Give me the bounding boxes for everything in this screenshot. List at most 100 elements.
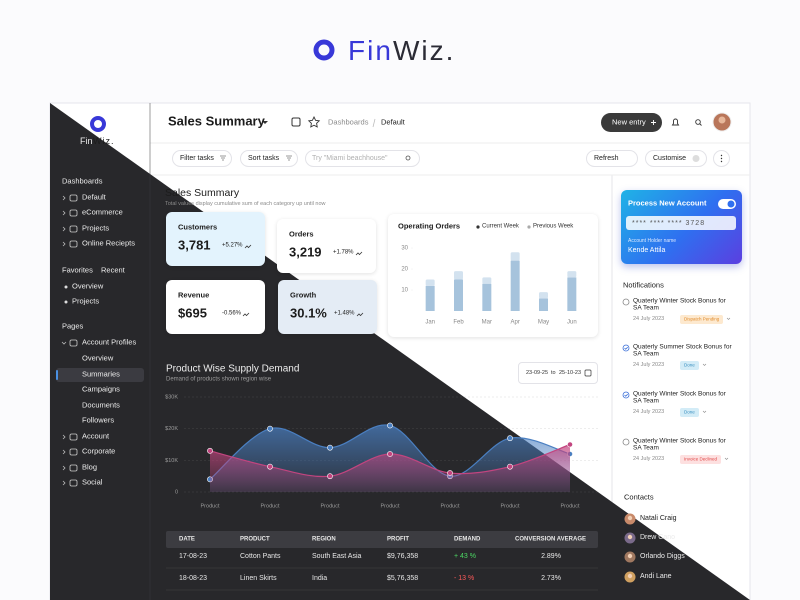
nav-item[interactable]: Default xyxy=(82,192,106,202)
nav-item[interactable]: Blog xyxy=(82,462,98,472)
notification-status: Dispatch Pending xyxy=(684,316,720,322)
notification-title: Quaterly Summer Stock Bonus for SA Team xyxy=(633,343,732,358)
data-point xyxy=(207,447,213,454)
new-entry-label[interactable]: New entry xyxy=(612,117,646,127)
brand-first: Fin xyxy=(348,34,393,66)
nav-child[interactable]: Summaries xyxy=(82,369,120,379)
nav-child[interactable]: Campaigns xyxy=(82,384,120,394)
nav-item[interactable]: Projects xyxy=(72,296,100,306)
nav-item[interactable]: Social xyxy=(82,477,103,487)
star-icon xyxy=(307,115,321,128)
notification-title: Quaterly Winter Stock Bonus for SA Team xyxy=(633,297,726,312)
new-entry-button[interactable] xyxy=(601,113,662,132)
x-tick-label: Product xyxy=(561,503,580,509)
x-tick-label: Jun xyxy=(567,320,577,326)
kpi-label: Growth xyxy=(290,290,317,300)
bar xyxy=(425,279,435,286)
customise-toggle xyxy=(692,155,700,162)
table-cell: - 13 % xyxy=(454,574,475,582)
kpi-change: +1.48% xyxy=(334,310,355,317)
table-cell: 2.73% xyxy=(541,574,561,582)
kpi-change: +5.27% xyxy=(222,242,243,249)
contact-name[interactable]: Orlando Diggs xyxy=(640,552,685,560)
section-title: Dashboards xyxy=(62,176,103,186)
title-caret xyxy=(262,121,268,124)
contact-name[interactable]: Andi Lane xyxy=(640,572,672,580)
trend-icon xyxy=(356,312,364,317)
section-title: Pages xyxy=(62,321,84,331)
nav-item[interactable]: Projects xyxy=(82,223,110,233)
contact-avatar-face xyxy=(627,553,633,559)
chart-title: Operating Orders xyxy=(398,221,461,231)
search-placeholder[interactable]: Try "Miami beachhouse" xyxy=(312,154,388,162)
bar xyxy=(567,277,577,311)
customise-button[interactable] xyxy=(645,150,707,167)
table-cell: $9,76,358 xyxy=(387,552,419,560)
nav-icon xyxy=(69,225,78,233)
nav-child[interactable]: Documents xyxy=(82,400,120,410)
breadcrumb-sep: Default xyxy=(381,117,405,127)
breadcrumb[interactable]: Dashboards xyxy=(328,117,369,127)
more-dot xyxy=(720,157,723,160)
sort-button-label[interactable]: Sort tasks xyxy=(248,154,280,162)
kpi-change: -0.56% xyxy=(222,310,242,317)
bar xyxy=(482,283,492,311)
header-title: Sales Summary xyxy=(168,113,265,129)
trend-icon xyxy=(244,244,252,249)
status-icon xyxy=(622,298,630,306)
table-header-cell: DEMAND xyxy=(454,536,481,543)
customise-button-label[interactable]: Customise xyxy=(653,154,687,162)
table-cell: 2.89% xyxy=(541,552,561,560)
status-pill xyxy=(680,314,723,324)
table-header xyxy=(166,531,598,548)
bar xyxy=(454,271,463,280)
y-tick-label: 20 xyxy=(401,267,408,273)
user-avatar-face xyxy=(718,116,726,124)
nav-item[interactable]: Overview xyxy=(72,281,104,291)
notification-status: Done xyxy=(684,362,695,368)
card-holder-label: Account Holder name xyxy=(628,238,677,245)
filter-button-label[interactable]: Filter tasks xyxy=(180,154,214,162)
contact-name[interactable]: Natali Craig xyxy=(640,514,677,522)
sidebar-logo-first: Fin xyxy=(80,135,93,146)
nav-selected-accent xyxy=(56,370,58,380)
nav-item[interactable]: eCommerce xyxy=(82,207,123,217)
contact-name[interactable]: Drew Cano xyxy=(640,533,676,541)
table-header-cell: REGION xyxy=(312,536,336,543)
nav-item[interactable]: Account xyxy=(82,431,110,441)
x-tick-label: Product xyxy=(441,503,460,509)
bullet xyxy=(64,300,68,304)
table-cell: 17-08-23 xyxy=(179,552,208,560)
filter-button[interactable] xyxy=(172,150,232,167)
nav-icon xyxy=(69,194,78,202)
refresh-button[interactable] xyxy=(586,150,638,167)
card-toggle[interactable] xyxy=(718,199,736,209)
nav-child[interactable]: Followers xyxy=(82,415,115,425)
nav-child[interactable]: Overview xyxy=(82,353,114,363)
data-point xyxy=(507,435,513,442)
kpi-card xyxy=(277,219,376,273)
status-icon xyxy=(622,391,630,399)
status-caret xyxy=(726,317,731,320)
x-tick-label: Jan xyxy=(425,320,435,326)
table-header-cell: CONVERSION AVERAGE xyxy=(515,536,587,543)
table-cell: Cotton Pants xyxy=(240,552,281,560)
bar xyxy=(454,279,463,311)
data-point xyxy=(327,473,333,480)
nav-item[interactable]: Online Reciepts xyxy=(82,238,135,248)
nav-item[interactable]: Corporate xyxy=(82,446,116,456)
status-caret xyxy=(724,457,729,460)
table-cell: India xyxy=(312,574,328,582)
sort-button[interactable] xyxy=(240,150,298,167)
nav-group[interactable]: Account Profiles xyxy=(82,337,137,347)
refresh-button-label[interactable]: Refresh xyxy=(594,154,619,162)
plus-icon xyxy=(651,120,656,125)
data-point xyxy=(387,451,393,457)
kpi-card xyxy=(278,280,377,334)
search-box[interactable] xyxy=(305,150,420,167)
check xyxy=(624,346,628,350)
summary-subtitle: Total values display cumulative sum of e… xyxy=(165,200,326,207)
sidebar-toggle-icon xyxy=(291,117,301,127)
x-tick-label: Apr xyxy=(510,320,519,326)
date-range[interactable] xyxy=(518,362,598,384)
